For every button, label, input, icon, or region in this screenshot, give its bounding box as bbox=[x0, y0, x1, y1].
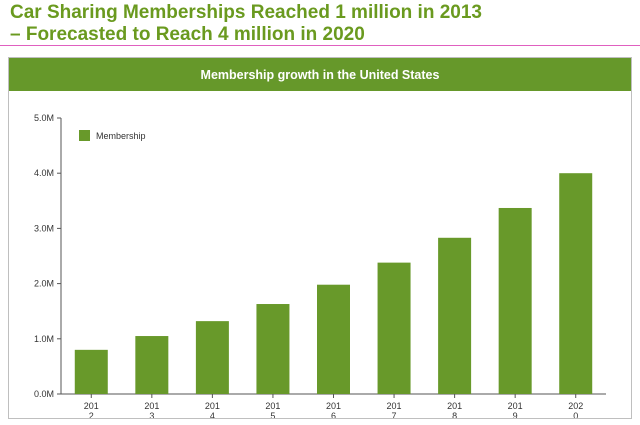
x-tick-label-line: 201 bbox=[447, 401, 462, 411]
bar-3 bbox=[256, 304, 290, 394]
x-tick-label-line: 5 bbox=[270, 411, 275, 418]
bar-8 bbox=[559, 173, 593, 394]
x-tick-label: 201 3 bbox=[144, 401, 159, 418]
legend-label: Membership bbox=[96, 131, 146, 141]
x-tick-label: 202 0 bbox=[568, 401, 583, 418]
x-tick-label: 201 6 bbox=[326, 401, 341, 418]
x-tick-label: 201 4 bbox=[205, 401, 220, 418]
x-tick-label: 201 9 bbox=[508, 401, 523, 418]
y-tick-label: 1.0M bbox=[34, 334, 54, 344]
y-tick-label: 0.0M bbox=[34, 389, 54, 399]
x-tick-label-line: 3 bbox=[149, 411, 154, 418]
y-tick-label: 2.0M bbox=[34, 279, 54, 289]
y-tick-label: 3.0M bbox=[34, 223, 54, 233]
x-tick-label-line: 201 bbox=[265, 401, 280, 411]
bar-2 bbox=[195, 321, 229, 394]
bar-5 bbox=[377, 262, 411, 394]
headline-line-2: – Forecasted to Reach 4 million in 2020 bbox=[10, 24, 365, 45]
y-tick-label: 4.0M bbox=[34, 168, 54, 178]
x-tick-label-line: 8 bbox=[452, 411, 457, 418]
bar-0 bbox=[74, 349, 108, 394]
x-tick-label: 201 5 bbox=[265, 401, 280, 418]
x-tick-label-line: 7 bbox=[392, 411, 397, 418]
x-tick-label-line: 9 bbox=[513, 411, 518, 418]
headline-line-1: Car Sharing Memberships Reached 1 millio… bbox=[10, 2, 482, 23]
bar-1 bbox=[135, 336, 169, 394]
legend-swatch bbox=[79, 130, 90, 141]
x-tick-label-line: 201 bbox=[144, 401, 159, 411]
x-tick-label-line: 0 bbox=[573, 411, 578, 418]
bar-7 bbox=[498, 207, 532, 394]
page-headline: Car Sharing Memberships Reached 1 millio… bbox=[10, 2, 482, 46]
x-tick-label-line: 6 bbox=[331, 411, 336, 418]
bar-6 bbox=[438, 237, 472, 394]
headline-divider bbox=[0, 45, 640, 46]
x-tick-label: 201 8 bbox=[447, 401, 462, 418]
y-tick-label: 5.0M bbox=[34, 113, 54, 123]
x-tick-label-line: 4 bbox=[210, 411, 215, 418]
x-tick-label: 201 7 bbox=[387, 401, 402, 418]
chart-title: Membership growth in the United States bbox=[9, 58, 631, 91]
chart-panel: Membership growth in the United States 0… bbox=[8, 57, 632, 419]
x-tick-label-line: 201 bbox=[84, 401, 99, 411]
x-tick-label: 201 2 bbox=[84, 401, 99, 418]
x-tick-label-line: 201 bbox=[508, 401, 523, 411]
x-tick-label-line: 2 bbox=[89, 411, 94, 418]
x-tick-label-line: 201 bbox=[205, 401, 220, 411]
x-tick-label-line: 201 bbox=[387, 401, 402, 411]
x-tick-label-line: 202 bbox=[568, 401, 583, 411]
bar-4 bbox=[317, 284, 350, 394]
x-tick-label-line: 201 bbox=[326, 401, 341, 411]
